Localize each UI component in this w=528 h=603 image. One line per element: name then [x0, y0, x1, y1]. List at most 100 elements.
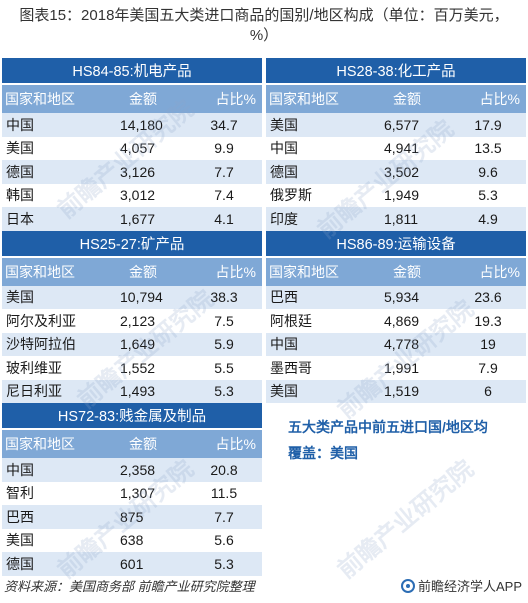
table-row: 德国 3,502 9.6 — [266, 160, 527, 184]
cell-amount: 3,012 — [100, 183, 186, 207]
table-row: 韩国 3,012 7.4 — [2, 183, 263, 207]
cell-amount: 6,577 — [364, 113, 450, 137]
table-row: 德国 3,126 7.7 — [2, 160, 263, 184]
cell-country: 智利 — [2, 481, 100, 505]
cell-share: 5.6 — [186, 528, 262, 552]
table-row: 德国 601 5.3 — [2, 552, 262, 576]
table-row: 日本 1,677 4.1 — [2, 207, 263, 231]
cell-country: 尼日利亚 — [2, 379, 100, 403]
cell-share: 38.3 — [186, 285, 262, 309]
table-cell-1: HS28-38:化工产品 国家和地区 金额 占比% 美国 6,577 17.9 中国 4,941… — [266, 58, 527, 231]
cell-share: 6 — [450, 379, 527, 403]
cell-country: 阿根廷 — [266, 309, 364, 333]
cell-country: 玻利维亚 — [2, 356, 100, 380]
cell-country: 中国 — [266, 136, 364, 160]
cell-share: 7.7 — [186, 160, 263, 184]
cell-amount: 3,126 — [100, 160, 186, 184]
cell-country: 韩国 — [2, 183, 100, 207]
table-row: 阿尔及利亚 2,123 7.5 — [2, 309, 262, 333]
table-header-row: 国家和地区 金额 占比% — [2, 255, 262, 286]
table-row: 中国 4,778 19 — [266, 332, 527, 356]
table-row: 中国 4,941 13.5 — [266, 136, 527, 160]
column-header-amount: 金额 — [100, 83, 186, 113]
column-header-amount: 金额 — [364, 83, 450, 113]
column-header-amount: 金额 — [100, 428, 186, 458]
table-row: 巴西 875 7.7 — [2, 505, 262, 529]
cell-amount: 1,991 — [364, 356, 450, 380]
brand-label: 前瞻经济学人APP — [417, 579, 522, 594]
table-header-row: 国家和地区 金额 占比% — [2, 428, 262, 458]
cell-amount: 875 — [100, 505, 186, 529]
cell-country: 中国 — [2, 113, 100, 137]
table-row: 尼日利亚 1,493 5.3 — [2, 379, 262, 403]
cell-country: 美国 — [2, 136, 100, 160]
table-row: 俄罗斯 1,949 5.3 — [266, 183, 527, 207]
cell-share: 5.5 — [186, 356, 262, 380]
table-cell-0: HS84-85:机电产品 国家和地区 金额 占比% 中国 14,180 34.7 美国 4,05… — [2, 58, 263, 231]
cell-country: 巴西 — [266, 285, 364, 309]
cell-country: 德国 — [2, 552, 100, 576]
cell-amount: 4,057 — [100, 136, 186, 160]
cell-country: 中国 — [266, 332, 364, 356]
cell-amount: 601 — [100, 552, 186, 576]
cell-share: 5.3 — [450, 183, 527, 207]
cell-share: 9.6 — [450, 160, 527, 184]
cell-share: 4.1 — [186, 207, 263, 231]
table-row: 美国 6,577 17.9 — [266, 113, 527, 137]
cell-amount: 4,941 — [364, 136, 450, 160]
cell-amount: 4,778 — [364, 332, 450, 356]
cell-country: 美国 — [2, 285, 100, 309]
cell-share: 17.9 — [450, 113, 527, 137]
cell-country: 美国 — [266, 113, 364, 137]
cell-amount: 14,180 — [100, 113, 186, 137]
cell-share: 5.3 — [186, 552, 262, 576]
table-row: 美国 1,519 6 — [266, 379, 527, 403]
cell-amount: 2,358 — [100, 458, 186, 482]
cell-country: 美国 — [2, 528, 100, 552]
column-header-region: 国家和地区 — [2, 83, 100, 113]
cell-amount: 1,493 — [100, 379, 186, 403]
cell-amount: 1,811 — [364, 207, 450, 231]
cell-share: 19 — [450, 332, 527, 356]
table-cell-2: HS25-27:矿产品 国家和地区 金额 占比% 美国 10,794 38.3 阿尔及利亚 2,… — [2, 230, 262, 403]
table-row: 阿根廷 4,869 19.3 — [266, 309, 527, 333]
cell-share: 5.9 — [186, 332, 262, 356]
cell-share: 7.7 — [186, 505, 262, 529]
table-row: 印度 1,811 4.9 — [266, 207, 527, 231]
cell-share: 34.7 — [186, 113, 263, 137]
cell-country: 德国 — [2, 160, 100, 184]
cell-share: 5.3 — [186, 379, 262, 403]
brand-mark: 前瞻经济学人APP — [400, 576, 522, 595]
cell-country: 巴西 — [2, 505, 100, 529]
import-table: HS25-27:矿产品 国家和地区 金额 占比% 美国 10,794 38.3 阿尔及利亚 2,… — [2, 230, 262, 403]
tables-row-3: HS72-83:贱金属及制品 国家和地区 金额 占比% 中国 2,358 20.8 智利 1,3… — [2, 403, 526, 576]
cell-share: 7.4 — [186, 183, 263, 207]
table-section-title: HS84-85:机电产品 — [2, 58, 263, 84]
tables-row-1: HS84-85:机电产品 国家和地区 金额 占比% 中国 14,180 34.7 美国 4,05… — [2, 58, 527, 231]
cell-amount: 1,307 — [100, 481, 186, 505]
column-header-region: 国家和地区 — [2, 255, 100, 286]
cell-amount: 4,869 — [364, 309, 450, 333]
brand-logo-icon — [400, 578, 415, 593]
table-row: 沙特阿拉伯 1,649 5.9 — [2, 332, 262, 356]
table-section-title: HS86-89:运输设备 — [266, 230, 527, 257]
cell-amount: 1,519 — [364, 379, 450, 403]
cell-amount: 2,123 — [100, 309, 186, 333]
summary-note: 五大类产品中前五进口国/地区均覆盖：美国 — [288, 419, 488, 461]
column-header-region: 国家和地区 — [266, 255, 364, 286]
table-section-title: HS28-38:化工产品 — [266, 58, 527, 84]
cell-amount: 3,502 — [364, 160, 450, 184]
table-section-title: HS25-27:矿产品 — [2, 230, 262, 257]
import-table: HS28-38:化工产品 国家和地区 金额 占比% 美国 6,577 17.9 中国 4,941… — [266, 58, 527, 231]
import-table: HS72-83:贱金属及制品 国家和地区 金额 占比% 中国 2,358 20.8 智利 1,3… — [2, 403, 262, 576]
table-cell-4: HS72-83:贱金属及制品 国家和地区 金额 占比% 中国 2,358 20.8 智利 1,3… — [2, 403, 262, 576]
cell-amount: 5,934 — [364, 285, 450, 309]
cell-share: 4.9 — [450, 207, 527, 231]
table-cell-3: HS86-89:运输设备 国家和地区 金额 占比% 巴西 5,934 23.6 阿根廷 4,86… — [266, 230, 527, 403]
import-table: HS86-89:运输设备 国家和地区 金额 占比% 巴西 5,934 23.6 阿根廷 4,86… — [266, 230, 527, 403]
source-note: 资料来源：美国商务部 前瞻产业研究院整理 — [4, 579, 255, 594]
cell-amount: 10,794 — [100, 285, 186, 309]
column-header-share: 占比% — [186, 428, 262, 458]
cell-country: 日本 — [2, 207, 100, 231]
table-row: 智利 1,307 11.5 — [2, 481, 262, 505]
